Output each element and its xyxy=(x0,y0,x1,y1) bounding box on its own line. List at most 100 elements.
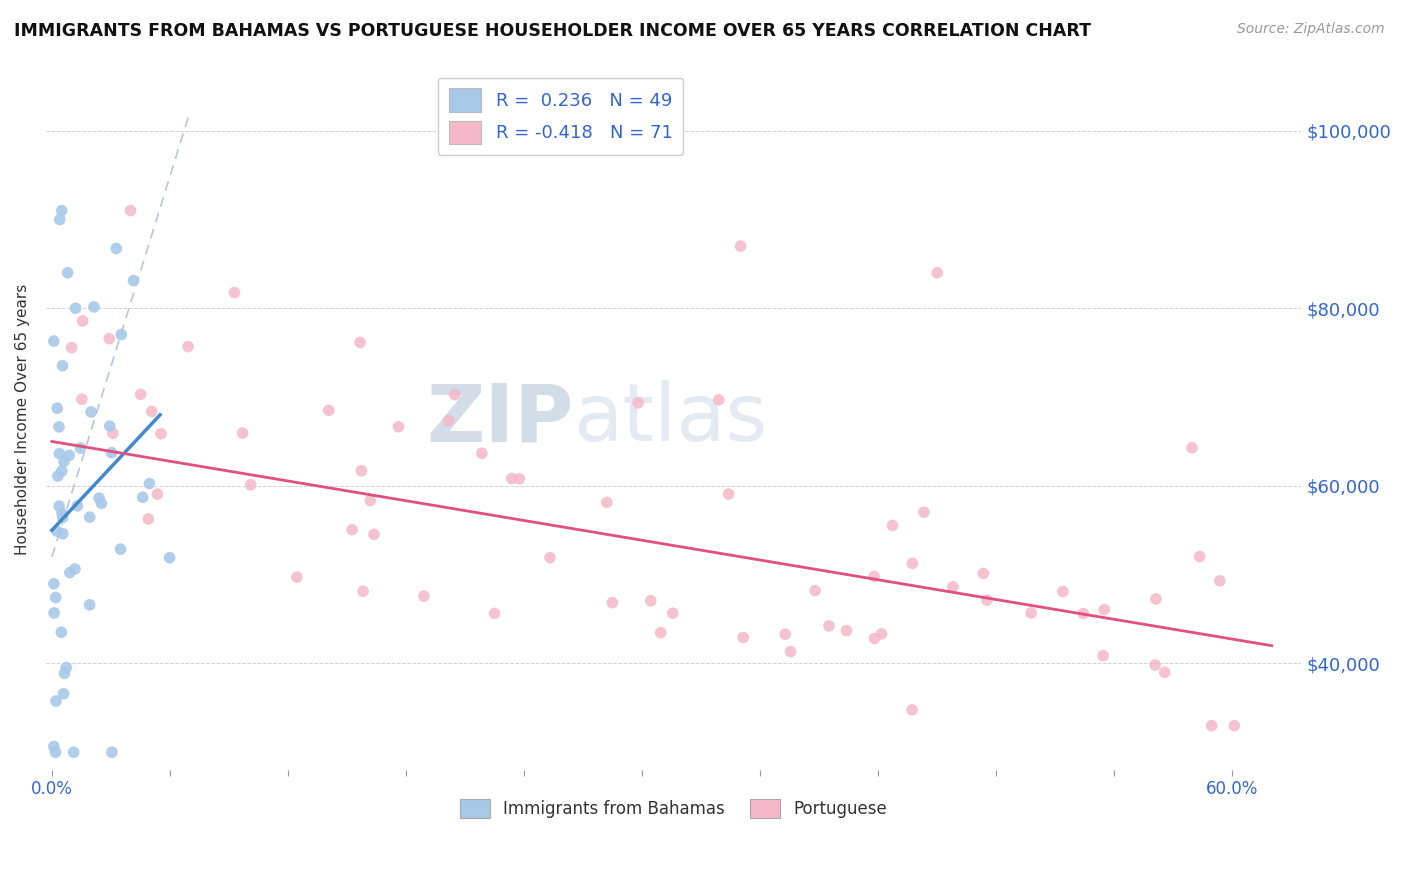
Text: atlas: atlas xyxy=(574,380,768,458)
Point xyxy=(46,401,69,416)
Point xyxy=(58,448,80,462)
Point xyxy=(48,499,70,513)
Point xyxy=(42,739,65,754)
Point xyxy=(122,274,145,288)
Point xyxy=(53,666,76,681)
Point xyxy=(159,550,181,565)
Point xyxy=(901,557,924,571)
Point xyxy=(437,413,460,427)
Point xyxy=(350,464,373,478)
Point xyxy=(538,550,561,565)
Point xyxy=(59,566,82,580)
Point xyxy=(83,300,105,314)
Point xyxy=(69,441,91,455)
Point xyxy=(101,426,124,441)
Point xyxy=(90,496,112,510)
Point xyxy=(863,569,886,583)
Point xyxy=(773,627,796,641)
Point xyxy=(72,314,94,328)
Point xyxy=(48,446,70,460)
Point xyxy=(1153,665,1175,680)
Point xyxy=(972,566,994,581)
Point xyxy=(79,510,101,524)
Point xyxy=(1092,648,1115,663)
Point xyxy=(70,392,93,407)
Point xyxy=(42,606,65,620)
Point xyxy=(52,687,75,701)
Point xyxy=(730,239,752,253)
Point xyxy=(1073,607,1095,621)
Point xyxy=(48,212,70,227)
Text: IMMIGRANTS FROM BAHAMAS VS PORTUGUESE HOUSEHOLDER INCOME OVER 65 YEARS CORRELATI: IMMIGRANTS FROM BAHAMAS VS PORTUGUESE HO… xyxy=(14,22,1091,40)
Point xyxy=(359,493,381,508)
Point xyxy=(942,580,965,594)
Point xyxy=(443,387,465,401)
Point xyxy=(1144,592,1167,607)
Point xyxy=(110,542,132,557)
Point xyxy=(146,487,169,501)
Point xyxy=(101,745,124,759)
Point xyxy=(177,340,200,354)
Point xyxy=(46,469,69,483)
Point xyxy=(232,425,254,440)
Point xyxy=(1201,718,1223,732)
Point xyxy=(363,527,385,541)
Point xyxy=(62,745,84,759)
Point xyxy=(52,526,75,541)
Point xyxy=(224,285,246,300)
Point xyxy=(239,478,262,492)
Point xyxy=(661,606,683,620)
Point xyxy=(508,472,530,486)
Point xyxy=(1181,441,1204,455)
Point xyxy=(818,619,841,633)
Point xyxy=(804,583,827,598)
Point xyxy=(640,594,662,608)
Point xyxy=(352,584,374,599)
Point xyxy=(100,445,122,459)
Point xyxy=(51,359,73,373)
Point xyxy=(387,419,409,434)
Point xyxy=(976,593,998,607)
Point xyxy=(1092,602,1115,616)
Point xyxy=(1143,658,1166,673)
Point xyxy=(105,242,128,256)
Point xyxy=(717,487,740,501)
Point xyxy=(55,660,77,674)
Point xyxy=(120,203,142,218)
Point xyxy=(863,632,886,646)
Point xyxy=(149,426,172,441)
Point xyxy=(1209,574,1232,588)
Point xyxy=(129,387,152,401)
Point xyxy=(835,624,858,638)
Point xyxy=(52,510,75,524)
Text: Source: ZipAtlas.com: Source: ZipAtlas.com xyxy=(1237,22,1385,37)
Point xyxy=(1019,606,1042,620)
Point xyxy=(51,203,73,218)
Point xyxy=(882,518,904,533)
Point xyxy=(1188,549,1211,564)
Point xyxy=(927,266,949,280)
Point xyxy=(51,464,73,478)
Point xyxy=(80,405,103,419)
Point xyxy=(650,625,672,640)
Point xyxy=(44,745,66,759)
Point xyxy=(63,562,86,576)
Point xyxy=(912,505,935,519)
Point xyxy=(1223,718,1246,732)
Point xyxy=(471,446,494,460)
Point xyxy=(66,499,89,513)
Point xyxy=(484,607,506,621)
Point xyxy=(349,335,371,350)
Legend: Immigrants from Bahamas, Portuguese: Immigrants from Bahamas, Portuguese xyxy=(453,792,894,825)
Text: ZIP: ZIP xyxy=(426,380,574,458)
Point xyxy=(42,576,65,591)
Point xyxy=(1052,584,1074,599)
Point xyxy=(87,491,110,505)
Point xyxy=(131,490,153,504)
Point xyxy=(501,471,523,485)
Point xyxy=(45,524,67,538)
Point xyxy=(48,420,70,434)
Point xyxy=(870,627,893,641)
Point xyxy=(98,332,121,346)
Point xyxy=(98,419,121,434)
